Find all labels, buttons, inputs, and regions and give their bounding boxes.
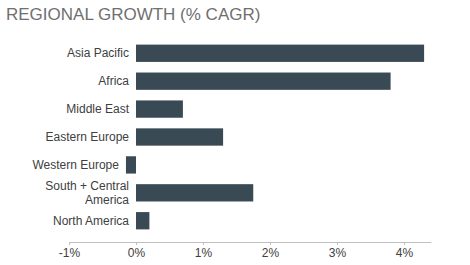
- tick-label: 2%: [262, 246, 280, 260]
- bars: [126, 45, 424, 230]
- category-label: South + CentralAmerica: [45, 179, 129, 207]
- tick-label: 1%: [195, 246, 213, 260]
- category-label: North America: [53, 214, 129, 228]
- tick: 0%: [128, 242, 146, 260]
- bar: [126, 156, 136, 173]
- category-label: Africa: [98, 74, 129, 88]
- tick: -1%: [59, 242, 81, 260]
- bar: [136, 45, 424, 62]
- category-labels: Asia Pacific Africa Middle East Eastern Eur…: [32, 46, 129, 227]
- tick-label: 0%: [128, 246, 146, 260]
- chart: REGIONAL GROWTH (% CAGR) Asia Pacific Afri…: [0, 0, 470, 265]
- category-label: Western Europe: [32, 158, 119, 172]
- tick-label: -1%: [59, 246, 81, 260]
- bar: [136, 128, 223, 145]
- tick: 3%: [329, 242, 347, 260]
- tick: 2%: [262, 242, 280, 260]
- title: REGIONAL GROWTH (% CAGR): [6, 5, 260, 24]
- bar: [136, 212, 149, 229]
- tick: 4%: [396, 242, 414, 260]
- axis-line: [70, 242, 432, 243]
- tick-label: 3%: [329, 246, 347, 260]
- category-label: Eastern Europe: [46, 130, 130, 144]
- category-label: Middle East: [66, 102, 129, 116]
- tick-label: 4%: [396, 246, 414, 260]
- bar: [136, 73, 391, 90]
- tick: 1%: [195, 242, 213, 260]
- category-label: Asia Pacific: [67, 46, 129, 60]
- bar: [136, 184, 253, 201]
- bar: [136, 100, 183, 117]
- x-axis: -1% 0% 1% 2% 3% 4%: [59, 242, 431, 260]
